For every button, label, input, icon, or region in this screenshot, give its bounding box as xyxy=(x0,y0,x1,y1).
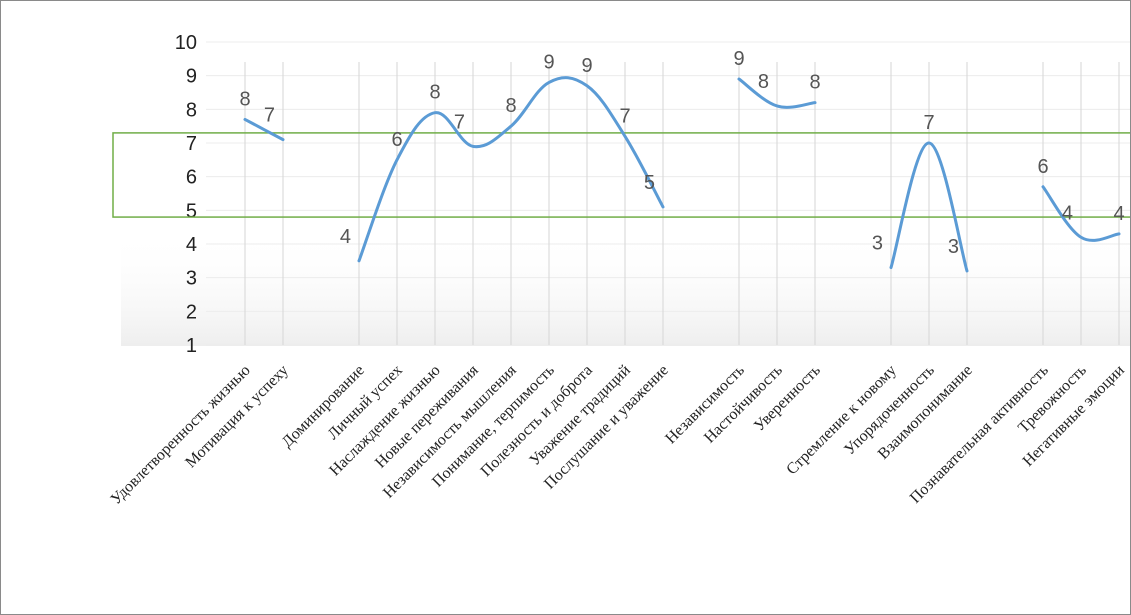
series-line xyxy=(357,76,665,263)
series-line xyxy=(1041,185,1121,242)
vertical-gridlines xyxy=(244,62,1120,345)
data-label: 7 xyxy=(619,105,630,127)
y-tick-label: 2 xyxy=(186,301,197,323)
y-tick-label: 8 xyxy=(186,99,197,121)
y-tick-label: 3 xyxy=(186,268,197,290)
data-label: 9 xyxy=(543,51,554,73)
y-axis: 1 2 3 4 5 6 7 8 9 10 xyxy=(175,32,197,357)
y-tick-label: 5 xyxy=(186,200,197,222)
x-tick-label: Удовлетворенность жизнью xyxy=(108,362,254,508)
data-label: 9 xyxy=(733,48,744,70)
norm-band xyxy=(112,132,1130,218)
data-label: 5 xyxy=(644,172,655,194)
y-tick-label: 6 xyxy=(186,167,197,189)
data-label: 3 xyxy=(948,236,959,258)
x-tick-label: Познавательная активность xyxy=(907,362,1052,507)
y-tick-label: 7 xyxy=(186,133,197,155)
data-label: 4 xyxy=(1113,203,1124,225)
data-label: 6 xyxy=(391,129,402,151)
y-tick-label: 1 xyxy=(186,335,197,357)
data-label: 6 xyxy=(1037,156,1048,178)
data-label: 3 xyxy=(872,233,883,255)
data-label: 4 xyxy=(1062,202,1073,224)
y-tick-label: 9 xyxy=(186,66,197,88)
data-label: 7 xyxy=(923,112,934,134)
data-label: 7 xyxy=(454,111,465,133)
data-label: 8 xyxy=(758,71,769,93)
data-label: 8 xyxy=(239,88,250,110)
series-line xyxy=(737,77,817,109)
data-label: 7 xyxy=(264,105,275,127)
series-line xyxy=(243,117,285,142)
data-label: 4 xyxy=(340,226,351,248)
data-label: 8 xyxy=(505,95,516,117)
series-lines xyxy=(243,76,1121,273)
y-tick-label: 10 xyxy=(175,32,197,54)
data-label: 8 xyxy=(429,82,440,104)
data-label: 9 xyxy=(581,55,592,77)
y-tick-label: 4 xyxy=(186,234,197,256)
data-label: 8 xyxy=(809,72,820,94)
series-line xyxy=(889,141,969,273)
horizontal-gridlines xyxy=(206,41,1130,346)
